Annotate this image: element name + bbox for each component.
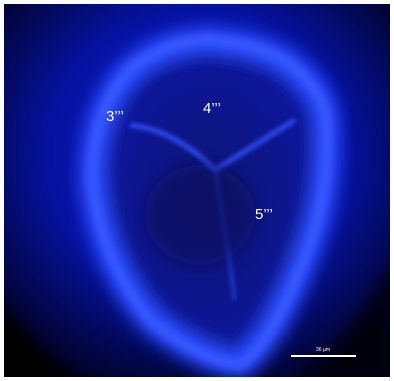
cell-label: 3’’’: [106, 108, 124, 125]
cell-label: 5’’’: [255, 206, 273, 223]
page: 3’’’ 4’’’ 5’’’ 36 µm (() => { const data…: [0, 0, 394, 381]
micrograph: 3’’’ 4’’’ 5’’’ 36 µm: [0, 0, 394, 381]
cell-label: 4’’’: [203, 100, 221, 117]
scale-bar-label: 36 µm: [316, 347, 330, 353]
nucleus-region: [145, 165, 255, 265]
